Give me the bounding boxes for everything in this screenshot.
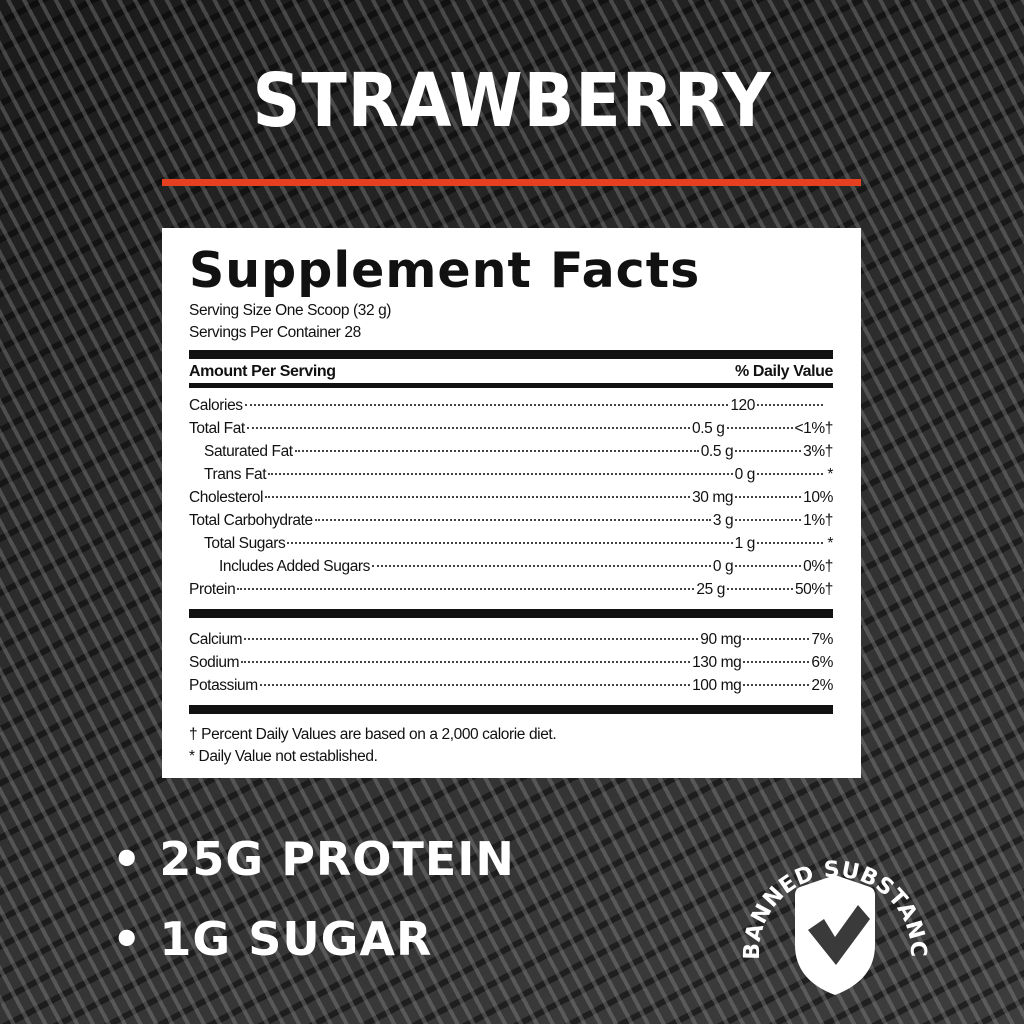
nutrient-daily-value: 7%: [811, 631, 833, 648]
nutrient-name: Cholesterol: [189, 489, 264, 506]
dot-leader: [743, 684, 810, 686]
nutrient-amount: 30 mg: [692, 489, 734, 506]
nutrient-name: Protein: [189, 581, 236, 598]
dot-leader: [244, 638, 699, 640]
nutrient-row: Total Carbohydrate 3 g 1%†: [189, 509, 833, 532]
dot-leader: [244, 404, 729, 406]
nutrient-name: Sodium: [189, 654, 240, 671]
nutrient-row: Cholesterol 30 mg 10%: [189, 486, 833, 509]
dot-leader: [735, 496, 802, 498]
nutrient-amount: 90 mg: [700, 631, 742, 648]
nutrient-row: Calories 120: [189, 394, 833, 417]
shield-check-icon: [795, 875, 875, 995]
accent-divider: [162, 179, 861, 186]
footnote-not-established: * Daily Value not established.: [189, 748, 378, 765]
nutrient-row: Includes Added Sugars 0 g 0%†: [189, 555, 833, 578]
divider: [189, 609, 833, 618]
nutrient-daily-value: 2%: [811, 677, 833, 694]
dot-leader: [246, 427, 691, 429]
servings-per-container: Servings Per Container 28: [189, 324, 361, 341]
nutrient-name: Total Sugars: [204, 535, 286, 552]
nutrient-name: Total Carbohydrate: [189, 512, 313, 529]
dot-leader: [265, 496, 691, 498]
dot-leader: [241, 661, 691, 663]
dot-leader: [743, 661, 810, 663]
nutrient-row: Potassium 100 mg 2%: [189, 674, 833, 697]
dot-leader: [757, 404, 823, 406]
serving-size: Serving Size One Scoop (32 g): [189, 302, 392, 319]
nutrient-daily-value: *: [827, 535, 833, 552]
divider: [189, 705, 833, 714]
nutrient-daily-value: 6%: [811, 654, 833, 671]
nutrient-row: Total Sugars 1 g *: [189, 532, 833, 555]
nutrient-amount: 0.5 g: [692, 420, 725, 437]
nutrient-amount: 25 g: [696, 581, 725, 598]
dot-leader: [268, 473, 733, 475]
nutrient-name: Calcium: [189, 631, 243, 648]
nutrient-daily-value: 0%†: [803, 558, 833, 575]
nutrient-daily-value: <1%†: [794, 420, 834, 437]
nutrient-amount: 100 mg: [692, 677, 742, 694]
nutrient-name: Calories: [189, 397, 243, 414]
dot-leader: [726, 588, 793, 590]
nutrient-daily-value: 50%†: [794, 581, 833, 598]
nutrient-amount: 130 mg: [692, 654, 742, 671]
nutrient-name: Potassium: [189, 677, 258, 694]
nutrient-row: Saturated Fat 0.5 g 3%†: [189, 440, 833, 463]
mineral-rows: Calcium 90 mg 7% Sodium 130 mg 6% Potassium 100…: [189, 628, 833, 697]
nutrient-amount: 0 g: [734, 466, 756, 483]
dot-leader: [757, 473, 823, 475]
claim-protein: • 25G PROTEIN: [112, 832, 515, 886]
nutrient-row: Sodium 130 mg 6%: [189, 651, 833, 674]
nutrient-name: Saturated Fat: [204, 443, 293, 460]
nutrient-amount: 1 g: [734, 535, 756, 552]
nutrient-amount: 0 g: [712, 558, 734, 575]
nutrient-name: Includes Added Sugars: [219, 558, 371, 575]
flavor-title: STRAWBERRY: [252, 58, 772, 144]
nutrient-daily-value: 1%†: [803, 512, 833, 529]
daily-value-label: % Daily Value: [735, 363, 833, 380]
dot-leader: [294, 450, 699, 452]
nutrient-row: Total Fat 0.5 g <1%†: [189, 417, 833, 440]
nutrient-amount: 3 g: [712, 512, 734, 529]
banned-substance-badge: BANNED SUBSTANCE TESTED.: [720, 815, 930, 995]
nutrient-name: Trans Fat: [204, 466, 267, 483]
dot-leader: [743, 638, 810, 640]
footnote-daily-values: † Percent Daily Values are based on a 2,…: [189, 726, 557, 743]
nutrient-daily-value: *: [827, 466, 833, 483]
nutrient-amount: 0.5 g: [700, 443, 734, 460]
nutrient-amount: 120: [730, 397, 755, 414]
claim-sugar: • 1G SUGAR: [112, 912, 433, 966]
facts-title: Supplement Facts: [189, 242, 701, 299]
dot-leader: [735, 450, 802, 452]
nutrient-row: Trans Fat 0 g *: [189, 463, 833, 486]
supplement-facts-panel: Supplement Facts Serving Size One Scoop …: [162, 228, 861, 778]
dot-leader: [314, 519, 711, 521]
dot-leader: [735, 519, 802, 521]
nutrient-row: Protein 25 g 50%†: [189, 578, 833, 601]
amount-per-serving-label: Amount Per Serving: [189, 363, 336, 380]
nutrient-row: Calcium 90 mg 7%: [189, 628, 833, 651]
nutrient-rows: Calories 120 Total Fat 0.5 g <1%† Saturated F…: [189, 394, 833, 601]
nutrient-daily-value: 3%†: [803, 443, 833, 460]
divider: [189, 383, 833, 388]
dot-leader: [735, 565, 802, 567]
facts-header: Amount Per Serving % Daily Value: [189, 361, 833, 383]
dot-leader: [259, 684, 691, 686]
dot-leader: [287, 542, 733, 544]
divider: [189, 350, 833, 359]
nutrient-daily-value: 10%: [803, 489, 833, 506]
dot-leader: [372, 565, 711, 567]
dot-leader: [757, 542, 823, 544]
dot-leader: [726, 427, 793, 429]
dot-leader: [237, 588, 695, 590]
nutrient-name: Total Fat: [189, 420, 245, 437]
